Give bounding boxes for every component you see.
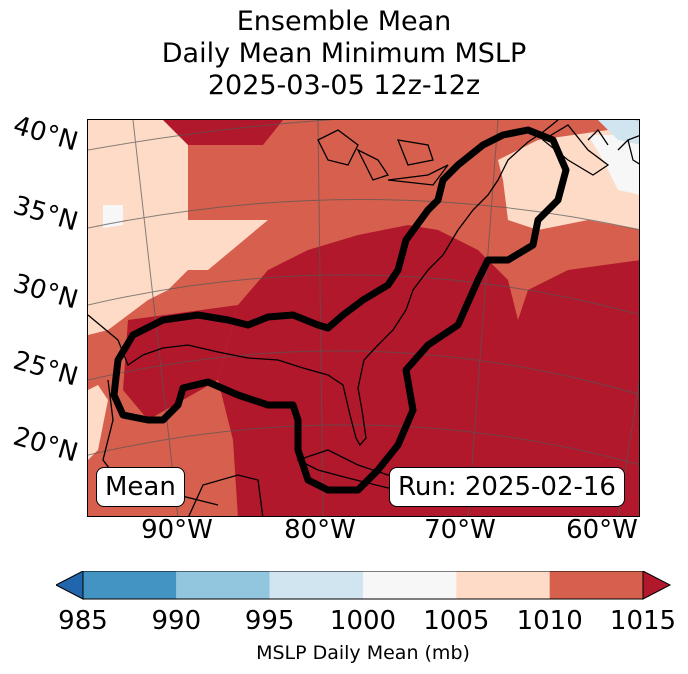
lon-label-90w: 90°W <box>141 515 213 545</box>
coastline-nova-scotia <box>541 124 610 176</box>
title-line-3: 2025-03-05 12z-12z <box>207 70 481 101</box>
lon-label-80w: 80°W <box>284 515 356 545</box>
colorbar-tick-label: 995 <box>244 606 295 636</box>
colorbar-label: MSLP Daily Mean (mb) <box>256 642 470 664</box>
contour-ne-fragment <box>587 128 629 151</box>
colorbar-segment-3 <box>363 571 457 599</box>
lat-label-25n: 25°N <box>9 345 82 393</box>
colorbar-tick-label: 1010 <box>516 606 583 636</box>
colorbar-tick-label: 1005 <box>423 606 490 636</box>
colorbar-segment-5 <box>549 571 643 599</box>
lat-label-30n: 30°N <box>9 268 82 316</box>
colorbar-segment-4 <box>456 571 550 599</box>
lat-label-40n: 40°N <box>9 110 82 158</box>
field-1005-1010-west <box>88 120 268 460</box>
parallel-30n <box>88 274 639 315</box>
coastline-yucatan <box>188 474 264 516</box>
colorbar-tick-label: 1000 <box>329 606 397 636</box>
colorbar-tick-label: 1015 <box>609 606 677 636</box>
lon-label-70w: 70°W <box>424 515 496 545</box>
map-canvas <box>88 120 639 516</box>
parallel-35n <box>88 199 639 231</box>
coastline-newfoundland <box>627 135 639 165</box>
colorbar-under-arrow <box>56 571 84 600</box>
meridian-90w <box>132 120 179 516</box>
colorbar-segment-0 <box>83 571 177 599</box>
colorbar-over-arrow <box>642 571 672 600</box>
colorbar <box>56 571 672 600</box>
lat-label-35n: 35°N <box>9 190 82 238</box>
field-1000-1005 <box>588 135 639 195</box>
coastline-gulf <box>88 120 559 447</box>
lon-label-60w: 60°W <box>566 515 638 545</box>
parallel-25n <box>88 350 639 395</box>
map-panel <box>87 119 640 517</box>
lat-label-20n: 20°N <box>9 421 82 469</box>
colorbar-segments <box>83 571 643 599</box>
parallel-40n <box>88 120 639 151</box>
graticule <box>88 120 639 516</box>
parallel-20n <box>88 424 639 465</box>
colorbar-tick-label: 990 <box>151 606 202 636</box>
colorbar-outline <box>82 571 644 600</box>
title-line-1: Ensemble Mean <box>236 6 452 37</box>
contour-1015 <box>110 126 570 494</box>
colorbar-segment-2 <box>269 571 363 599</box>
field-995-1000 <box>598 120 639 145</box>
coastline-great-lakes <box>317 129 449 186</box>
colorbar-tick-label: 985 <box>58 606 108 636</box>
mean-label-box: Mean <box>96 467 185 507</box>
colorbar-segment-1 <box>176 571 270 599</box>
title-line-2: Daily Mean Minimum MSLP <box>161 38 527 69</box>
run-date-box: Run: 2025-02-16 <box>389 467 625 507</box>
